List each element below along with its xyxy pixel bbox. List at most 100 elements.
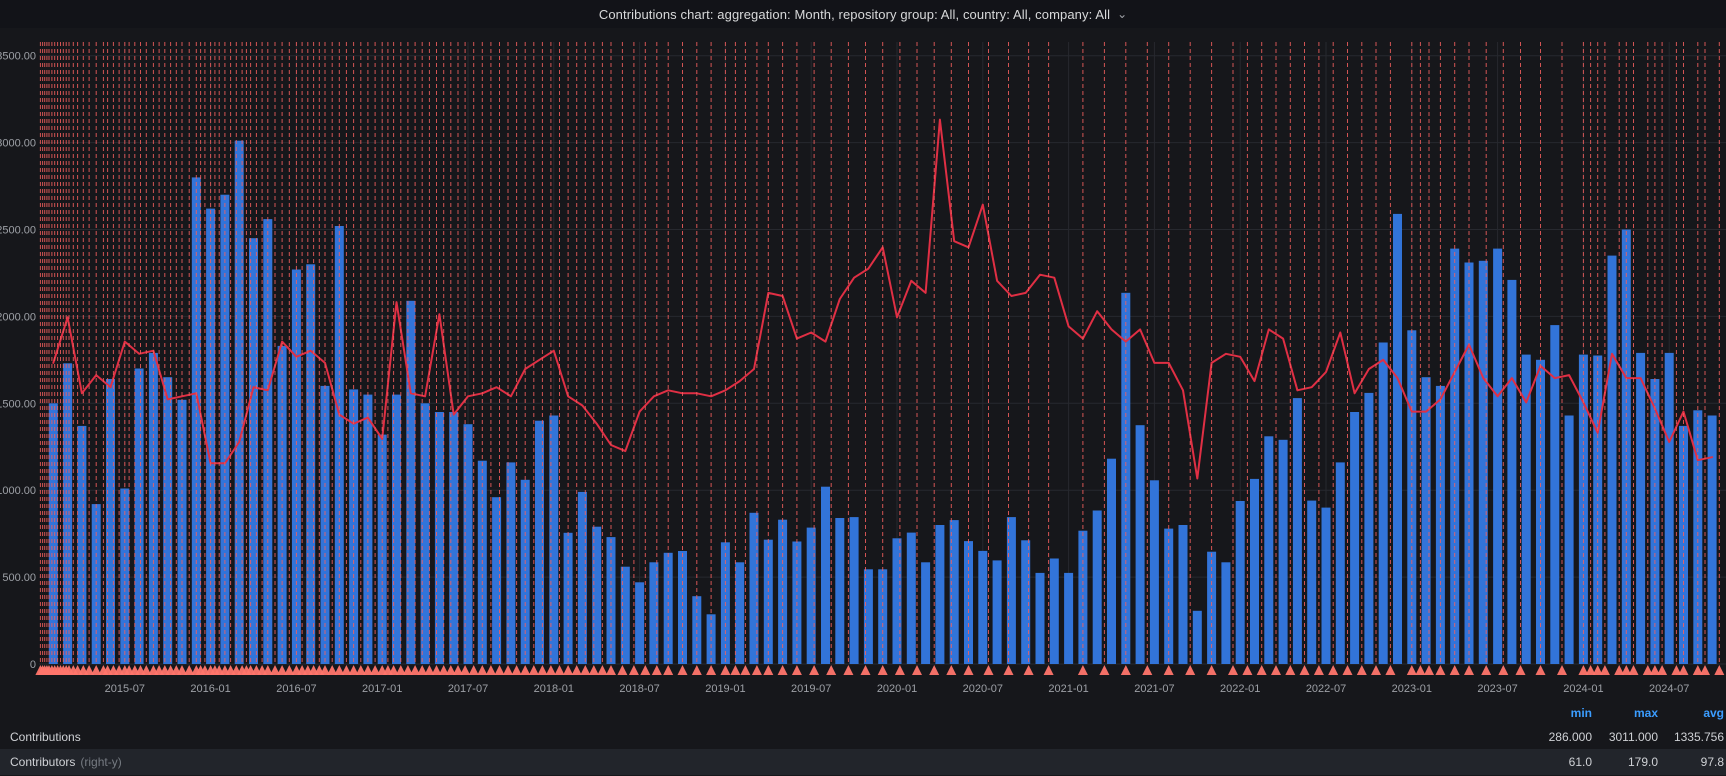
annotation-triangle-icon[interactable] [1481, 665, 1492, 675]
annotation-triangle-icon[interactable] [277, 665, 288, 675]
annotation-triangle-icon[interactable] [1120, 665, 1131, 675]
annotation-triangle-icon[interactable] [410, 665, 421, 675]
annotation-triangle-icon[interactable] [706, 665, 717, 675]
annotation-triangle-icon[interactable] [468, 665, 479, 675]
bar[interactable] [1664, 352, 1674, 664]
chart-canvas[interactable]: 3500.00 3000.00 2500.00 2000.00 1500.00 1000.… [0, 0, 1726, 701]
bar[interactable] [63, 363, 73, 664]
bar[interactable] [1578, 354, 1588, 664]
annotation-triangle-icon[interactable] [1342, 665, 1353, 675]
bar[interactable] [1250, 478, 1259, 664]
bar[interactable] [249, 238, 258, 664]
annotation-triangle-icon[interactable] [677, 665, 688, 675]
bar[interactable] [1693, 410, 1703, 664]
annotation-triangle-icon[interactable] [1242, 665, 1253, 675]
annotation-triangle-icon[interactable] [1592, 665, 1603, 675]
annotation-triangle-icon[interactable] [1099, 665, 1110, 675]
bar[interactable] [1478, 260, 1488, 664]
annotation-triangle-icon[interactable] [1557, 665, 1567, 675]
bar[interactable] [306, 264, 316, 664]
annotation-triangle-icon[interactable] [320, 665, 330, 675]
legend-header-min[interactable]: min [1570, 706, 1592, 720]
bar[interactable] [1335, 462, 1345, 664]
legend-header-avg[interactable]: avg [1703, 706, 1724, 720]
bar[interactable] [1607, 255, 1617, 664]
bar[interactable] [1207, 551, 1217, 664]
annotation-triangle-icon[interactable] [1299, 665, 1310, 675]
bar[interactable] [577, 491, 587, 664]
annotation-triangle-icon[interactable] [597, 665, 608, 675]
bar[interactable] [1278, 439, 1288, 664]
annotation-triangle-icon[interactable] [588, 665, 599, 675]
annotation-triangle-icon[interactable] [929, 665, 940, 675]
annotation-triangle-icon[interactable] [1023, 665, 1034, 675]
annotation-triangle-icon[interactable] [963, 665, 974, 675]
annotation-triangle-icon[interactable] [691, 665, 702, 675]
annotation-triangle-icon[interactable] [1515, 665, 1526, 675]
annotation-triangle-icon[interactable] [1700, 665, 1710, 675]
annotation-triangle-icon[interactable] [877, 665, 888, 675]
annotation-triangle-icon[interactable] [84, 665, 95, 675]
annotation-triangle-icon[interactable] [663, 665, 674, 675]
annotation-triangle-icon[interactable] [1621, 665, 1632, 675]
chevron-down-icon[interactable]: ⌄ [1117, 7, 1128, 21]
bar[interactable] [935, 525, 945, 664]
annotation-triangle-icon[interactable] [545, 665, 556, 675]
bar[interactable] [106, 379, 115, 664]
bar[interactable] [663, 552, 673, 664]
bar[interactable] [1550, 325, 1560, 664]
bar[interactable] [492, 497, 502, 664]
annotation-triangle-icon[interactable] [1578, 665, 1589, 675]
annotation-triangle-icon[interactable] [537, 665, 548, 675]
annotation-triangle-icon[interactable] [1371, 665, 1381, 675]
bar[interactable] [649, 562, 659, 664]
annotation-triangle-icon[interactable] [184, 665, 195, 675]
annotation-triangle-icon[interactable] [1642, 665, 1653, 675]
bar[interactable] [620, 566, 630, 664]
annotation-triangle-icon[interactable] [417, 665, 428, 675]
annotation-triangle-icon[interactable] [1228, 665, 1238, 675]
bar[interactable] [134, 368, 144, 665]
annotation-triangle-icon[interactable] [327, 665, 338, 675]
annotation-triangle-icon[interactable] [1535, 665, 1546, 675]
annotation-triangle-icon[interactable] [438, 665, 449, 675]
bar[interactable] [1421, 377, 1431, 664]
bar[interactable] [735, 562, 745, 664]
bar[interactable] [763, 539, 773, 664]
annotation-triangle-icon[interactable] [1356, 665, 1367, 675]
bar[interactable] [992, 560, 1002, 664]
annotation-triangle-icon[interactable] [1043, 665, 1054, 675]
bar[interactable] [77, 425, 87, 664]
annotation-triangle-icon[interactable] [477, 665, 488, 675]
bar[interactable] [1593, 355, 1603, 665]
annotation-triangle-icon[interactable] [402, 665, 413, 675]
annotation-triangle-icon[interactable] [860, 665, 871, 675]
annotation-triangle-icon[interactable] [362, 665, 373, 675]
annotation-triangle-icon[interactable] [983, 665, 994, 675]
bar[interactable] [148, 352, 158, 664]
annotation-triangle-icon[interactable] [1657, 665, 1668, 675]
bar[interactable] [892, 538, 902, 664]
bar[interactable] [1006, 517, 1016, 664]
bar[interactable] [592, 526, 602, 664]
annotation-triangle-icon[interactable] [177, 665, 187, 675]
bar[interactable] [549, 415, 559, 665]
bar[interactable] [835, 518, 845, 664]
bar[interactable] [1149, 480, 1159, 664]
bar[interactable] [1621, 229, 1631, 665]
annotation-triangle-icon[interactable] [1464, 665, 1474, 675]
annotation-triangle-icon[interactable] [388, 665, 399, 675]
bar[interactable] [177, 399, 187, 664]
annotation-triangle-icon[interactable] [1077, 665, 1088, 675]
bar[interactable] [1350, 412, 1360, 664]
annotation-triangle-icon[interactable] [1206, 665, 1217, 675]
bar[interactable] [1264, 436, 1274, 664]
bar[interactable] [1679, 425, 1688, 664]
bar[interactable] [1521, 354, 1531, 664]
annotation-markers[interactable] [35, 665, 1725, 675]
annotation-triangle-icon[interactable] [1449, 665, 1460, 675]
annotation-triangle-icon[interactable] [494, 665, 505, 675]
bar[interactable] [234, 140, 244, 664]
annotation-triangle-icon[interactable] [270, 665, 280, 675]
annotation-triangle-icon[interactable] [730, 665, 741, 675]
